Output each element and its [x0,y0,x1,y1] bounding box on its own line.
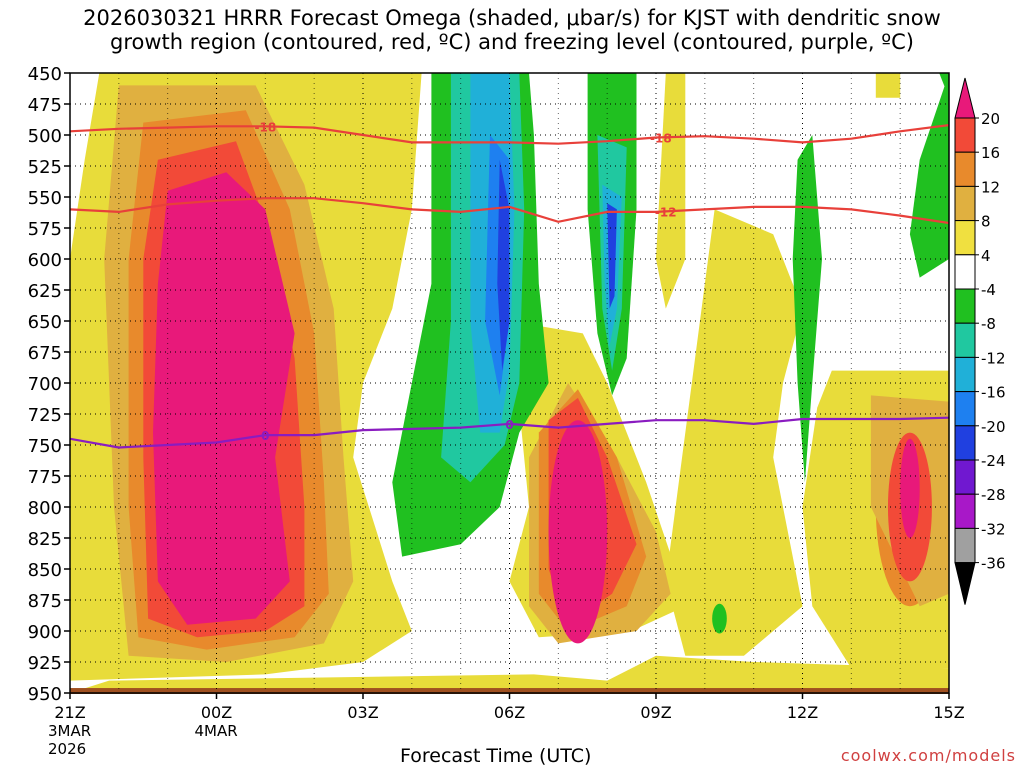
axes: 450 475 500 525 550 575 600 625 650 675 700 725 750 7… [28,64,965,758]
colorbar-label: -16 [981,384,1006,402]
omega-fill-weak-sink [939,73,949,98]
chart-title: 2026030321 HRRR Forecast Omega (shaded, … [0,6,1024,54]
colorbar-band [954,117,976,153]
omega-fill-weak-sink [909,73,949,278]
omega-shading [70,73,949,694]
y-tick-label: 800 [28,498,62,519]
y-tick-label: 925 [28,653,62,674]
colorbar-label: -8 [981,315,996,333]
colorbar-label: -32 [981,520,1006,538]
x-tick-label: 00Z [201,703,232,722]
omega-fill-weak-rise [70,655,949,693]
colorbar-band [954,459,976,495]
y-tick-label: 900 [28,622,62,643]
colorbar-label: 8 [981,213,991,231]
omega-fill-weak-rise [665,209,803,656]
colorbar-bottom-triangle [954,562,976,605]
contour-label: 0 [505,418,513,432]
watermark: coolwx.com/models [840,746,1016,765]
y-tick-label: 475 [28,95,62,116]
contour-line [70,197,949,225]
y-tick-label: 750 [28,436,62,457]
colorbar-band [954,185,976,222]
y-tick-label: 650 [28,312,62,333]
x-tick-label: 09Z [640,703,671,722]
ground-strip [70,688,949,694]
colorbar-band [954,288,976,324]
x-tick-label: 15Z [933,703,964,722]
omega-fill-extreme-rise [548,420,608,644]
colorbar-label: -4 [981,281,996,299]
contour-line [70,124,949,145]
y-tick-label: 625 [28,281,62,302]
y-tick-label: 875 [28,591,62,612]
omega-fill-extreme-rise [153,172,295,625]
contour-label: -18 [650,131,672,145]
y-tick-label: 525 [28,157,62,178]
y-tick-label: 675 [28,343,62,364]
x-tick-sublabel: 2026 [48,740,86,758]
y-tick-label: 575 [28,219,62,240]
contour-lines: -18 -18 -12 0 0 [70,120,949,449]
omega-fill-extreme-rise [900,438,920,538]
y-tick-label: 450 [28,64,62,85]
omega-fill-weak-sink [712,603,727,634]
omega-fill-extreme-sink [497,159,510,371]
y-tick-label: 500 [28,126,62,147]
colorbar-label: 4 [981,247,991,265]
x-tick-sublabel: 3MAR [48,722,91,740]
y-tick-label: 550 [28,188,62,209]
contour-label: -12 [655,205,677,219]
colorbar-band [954,356,976,393]
colorbar-band [954,322,976,358]
title-line-1: 2026030321 HRRR Forecast Omega (shaded, … [83,6,941,30]
colorbar-label: 20 [981,110,1000,128]
colorbar-label: -36 [981,555,1006,573]
colorbar-label: -28 [981,486,1006,504]
colorbar-band [954,391,976,427]
colorbar-band [954,151,976,187]
colorbar-label: -12 [981,349,1006,367]
contour-label: 0 [261,429,269,443]
colorbar-label: 16 [981,144,1000,162]
colorbar-band [954,527,976,564]
colorbar-band [954,425,976,461]
x-axis-title: Forecast Time (UTC) [400,745,592,767]
y-tick-label: 850 [28,560,62,581]
colorbar-band [954,493,976,529]
colorbar-top-triangle [954,77,976,119]
y-tick-label: 775 [28,467,62,488]
contour-line [70,416,949,449]
colorbar-band [954,220,976,256]
x-tick-label: 21Z [54,703,85,722]
omega-fill-neutral [783,73,920,259]
title-line-2: growth region (contoured, red, ºC) and f… [110,30,914,54]
contour-label: -18 [254,120,276,134]
x-tick-sublabel: 4MAR [195,722,238,740]
colorbar-label: -20 [981,418,1006,436]
colorbar-label: 12 [981,178,1000,196]
x-tick-label: 03Z [347,703,378,722]
x-tick-label: 12Z [787,703,818,722]
y-tick-label: 700 [28,374,62,395]
y-tick-label: 725 [28,405,62,426]
y-tick-label: 825 [28,529,62,550]
colorbar-band [954,254,976,290]
omega-fill-weak-rise [875,73,901,98]
x-tick-label: 06Z [494,703,525,722]
colorbar-label: -24 [981,452,1006,470]
omega-fill-extreme-sink [607,203,617,309]
y-tick-label: 950 [28,684,62,705]
omega-fill-weak-rise [656,73,686,309]
colorbar: 20 16 12 8 4 -4 -8 -12 -16 -20 -24 -28 -32 -36 [954,77,1006,605]
omega-fill-weak-sink [792,135,822,483]
y-tick-label: 600 [28,250,62,271]
